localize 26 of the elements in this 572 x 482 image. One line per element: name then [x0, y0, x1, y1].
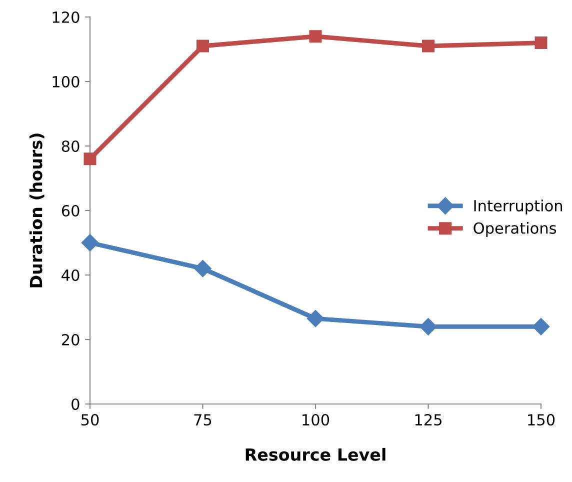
point [81, 234, 99, 252]
x-tick-label: 150 [528, 414, 555, 426]
point [532, 318, 550, 336]
point [196, 40, 209, 52]
y-tick-label: 120 [52, 11, 80, 24]
x-tick-label: 125 [415, 414, 442, 426]
x-tick-label: 100 [302, 414, 330, 426]
y-tick-label: 0 [72, 398, 80, 410]
y-tick-label: 40 [62, 269, 80, 282]
y-axis-title: Duration (hours) [29, 134, 44, 288]
point [194, 260, 212, 278]
point [422, 40, 434, 52]
y-tick-label: 80 [62, 140, 80, 152]
x-axis-title: Resource Level [246, 448, 386, 461]
point [84, 152, 96, 166]
y-tick-label: 20 [62, 334, 80, 346]
point [309, 30, 322, 43]
point [534, 36, 548, 50]
legend-label: Operations [474, 222, 556, 237]
y-tick-label: 100 [52, 76, 80, 88]
point [420, 318, 437, 336]
point [306, 310, 324, 328]
x-tick-label: 50 [81, 414, 99, 426]
legend-label: Interruption [474, 200, 562, 214]
y-tick-label: 60 [62, 204, 80, 217]
x-tick-label: 75 [194, 414, 212, 426]
